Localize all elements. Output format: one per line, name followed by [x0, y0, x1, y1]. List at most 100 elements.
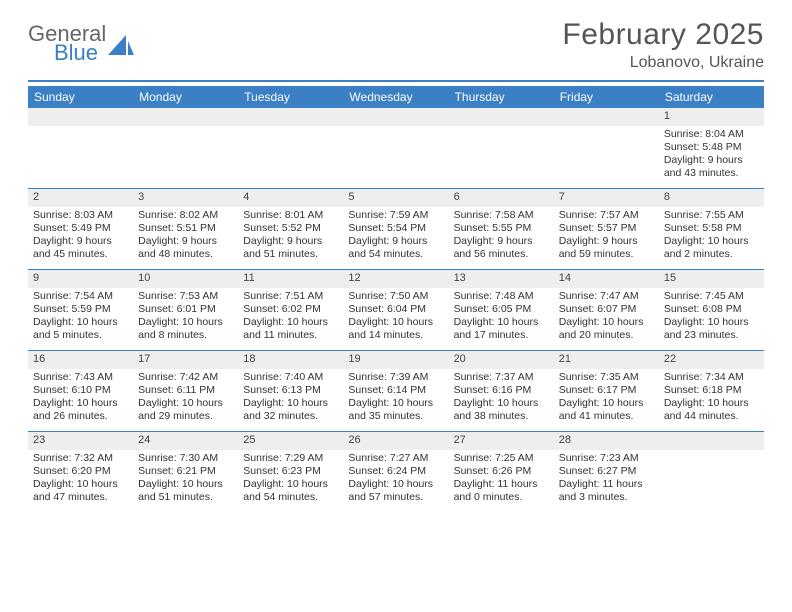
sunrise-text: Sunrise: 7:23 AM [559, 452, 654, 465]
day-number [449, 108, 554, 126]
calendar-cell: 6Sunrise: 7:58 AMSunset: 5:55 PMDaylight… [449, 189, 554, 269]
daylight-text: Daylight: 11 hours and 3 minutes. [559, 478, 654, 504]
day-number: 8 [659, 189, 764, 207]
day-number: 18 [238, 351, 343, 369]
day-number: 17 [133, 351, 238, 369]
calendar-cell: 25Sunrise: 7:29 AMSunset: 6:23 PMDayligh… [238, 432, 343, 512]
day-header: Monday [133, 86, 238, 108]
week-row: 2Sunrise: 8:03 AMSunset: 5:49 PMDaylight… [28, 189, 764, 270]
cell-body: Sunrise: 7:54 AMSunset: 5:59 PMDaylight:… [28, 288, 133, 349]
cell-body: Sunrise: 7:53 AMSunset: 6:01 PMDaylight:… [133, 288, 238, 349]
calendar-cell: 28 Sunrise: 7:23 AMSunset: 6:27 PMDayligh… [554, 432, 659, 512]
calendar-cell: 1Sunrise: 8:04 AMSunset: 5:48 PMDaylight… [659, 108, 764, 188]
location: Lobanovo, Ukraine [562, 54, 764, 72]
month-title: February 2025 [562, 18, 764, 52]
sunset-text: Sunset: 5:58 PM [664, 222, 759, 235]
daylight-text: Daylight: 10 hours and 35 minutes. [348, 397, 443, 423]
daylight-text: Daylight: 9 hours and 54 minutes. [348, 235, 443, 261]
daylight-text: Daylight: 11 hours and 0 minutes. [454, 478, 549, 504]
calendar-cell [449, 108, 554, 188]
sunset-text: Sunset: 6:07 PM [559, 303, 654, 316]
sunset-text: Sunset: 6:24 PM [348, 465, 443, 478]
calendar-cell [28, 108, 133, 188]
cell-body: Sunrise: 7:48 AMSunset: 6:05 PMDaylight:… [449, 288, 554, 349]
cell-body: Sunrise: 7:45 AMSunset: 6:08 PMDaylight:… [659, 288, 764, 349]
daylight-text: Daylight: 10 hours and 17 minutes. [454, 316, 549, 342]
cell-body: Sunrise: 7:39 AMSunset: 6:14 PMDaylight:… [343, 369, 448, 430]
day-number: 28 [554, 432, 659, 450]
daylight-text: Daylight: 10 hours and 23 minutes. [664, 316, 759, 342]
day-number: 11 [238, 270, 343, 288]
sunset-text: Sunset: 6:10 PM [33, 384, 128, 397]
sunrise-text: Sunrise: 7:48 AM [454, 290, 549, 303]
daylight-text: Daylight: 10 hours and 54 minutes. [243, 478, 338, 504]
calendar-cell: 3Sunrise: 8:02 AMSunset: 5:51 PMDaylight… [133, 189, 238, 269]
day-number: 24 [133, 432, 238, 450]
sunrise-text: Sunrise: 7:51 AM [243, 290, 338, 303]
calendar-cell: 11Sunrise: 7:51 AMSunset: 6:02 PMDayligh… [238, 270, 343, 350]
sunset-text: Sunset: 6:27 PM [559, 465, 654, 478]
cell-body: Sunrise: 7:58 AMSunset: 5:55 PMDaylight:… [449, 207, 554, 268]
day-number [28, 108, 133, 126]
sunrise-text: Sunrise: 8:02 AM [138, 209, 233, 222]
cell-body: Sunrise: 7:51 AMSunset: 6:02 PMDaylight:… [238, 288, 343, 349]
cell-body: Sunrise: 7:34 AMSunset: 6:18 PMDaylight:… [659, 369, 764, 430]
daylight-text: Daylight: 10 hours and 38 minutes. [454, 397, 549, 423]
day-number: 21 [554, 351, 659, 369]
sunset-text: Sunset: 5:51 PM [138, 222, 233, 235]
day-number: 1 [659, 108, 764, 126]
calendar-cell: 20Sunrise: 7:37 AMSunset: 6:16 PMDayligh… [449, 351, 554, 431]
sunrise-text: Sunrise: 7:43 AM [33, 371, 128, 384]
daylight-text: Daylight: 10 hours and 14 minutes. [348, 316, 443, 342]
calendar-cell: 9Sunrise: 7:54 AMSunset: 5:59 PMDaylight… [28, 270, 133, 350]
sunset-text: Sunset: 6:20 PM [33, 465, 128, 478]
sunrise-text: Sunrise: 7:27 AM [348, 452, 443, 465]
cell-body: Sunrise: 7:32 AMSunset: 6:20 PMDaylight:… [28, 450, 133, 511]
day-number [659, 432, 764, 450]
day-number: 15 [659, 270, 764, 288]
sunrise-text: Sunrise: 7:50 AM [348, 290, 443, 303]
cell-body: Sunrise: 7:47 AMSunset: 6:07 PMDaylight:… [554, 288, 659, 349]
day-number: 26 [343, 432, 448, 450]
daylight-text: Daylight: 10 hours and 20 minutes. [559, 316, 654, 342]
calendar-cell: 13Sunrise: 7:48 AMSunset: 6:05 PMDayligh… [449, 270, 554, 350]
calendar-cell [238, 108, 343, 188]
sunrise-text: Sunrise: 7:59 AM [348, 209, 443, 222]
daylight-text: Daylight: 9 hours and 59 minutes. [559, 235, 654, 261]
day-number: 14 [554, 270, 659, 288]
calendar-cell: 26Sunrise: 7:27 AMSunset: 6:24 PMDayligh… [343, 432, 448, 512]
daylight-text: Daylight: 10 hours and 44 minutes. [664, 397, 759, 423]
week-row: 1Sunrise: 8:04 AMSunset: 5:48 PMDaylight… [28, 108, 764, 189]
day-header: Sunday [28, 86, 133, 108]
day-number [238, 108, 343, 126]
day-number: 6 [449, 189, 554, 207]
cell-body: Sunrise: 8:03 AMSunset: 5:49 PMDaylight:… [28, 207, 133, 268]
calendar-cell: 2Sunrise: 8:03 AMSunset: 5:49 PMDaylight… [28, 189, 133, 269]
day-number: 25 [238, 432, 343, 450]
calendar-cell: 12Sunrise: 7:50 AMSunset: 6:04 PMDayligh… [343, 270, 448, 350]
sunset-text: Sunset: 5:57 PM [559, 222, 654, 235]
day-number: 22 [659, 351, 764, 369]
calendar-cell: 17Sunrise: 7:42 AMSunset: 6:11 PMDayligh… [133, 351, 238, 431]
cell-body: Sunrise: 7:37 AMSunset: 6:16 PMDaylight:… [449, 369, 554, 430]
day-number: 16 [28, 351, 133, 369]
cell-body: Sunrise: 7:50 AMSunset: 6:04 PMDaylight:… [343, 288, 448, 349]
sunrise-text: Sunrise: 7:47 AM [559, 290, 654, 303]
daylight-text: Daylight: 10 hours and 51 minutes. [138, 478, 233, 504]
sunset-text: Sunset: 6:21 PM [138, 465, 233, 478]
day-header: Thursday [449, 86, 554, 108]
sunset-text: Sunset: 5:52 PM [243, 222, 338, 235]
calendar-grid: 1Sunrise: 8:04 AMSunset: 5:48 PMDaylight… [28, 108, 764, 512]
sunrise-text: Sunrise: 7:34 AM [664, 371, 759, 384]
sunset-text: Sunset: 6:04 PM [348, 303, 443, 316]
sunset-text: Sunset: 6:23 PM [243, 465, 338, 478]
sunrise-text: Sunrise: 7:55 AM [664, 209, 759, 222]
calendar-cell: 24 Sunrise: 7:30 AMSunset: 6:21 PMDayligh… [133, 432, 238, 512]
day-number: 5 [343, 189, 448, 207]
cell-body: Sunrise: 7:29 AMSunset: 6:23 PMDaylight:… [238, 450, 343, 511]
daylight-text: Daylight: 10 hours and 5 minutes. [33, 316, 128, 342]
sunrise-text: Sunrise: 7:30 AM [138, 452, 233, 465]
sunset-text: Sunset: 6:01 PM [138, 303, 233, 316]
week-row: 16 Sunrise: 7:43 AMSunset: 6:10 PM Dayligh… [28, 351, 764, 432]
daylight-text: Daylight: 10 hours and 41 minutes. [559, 397, 654, 423]
